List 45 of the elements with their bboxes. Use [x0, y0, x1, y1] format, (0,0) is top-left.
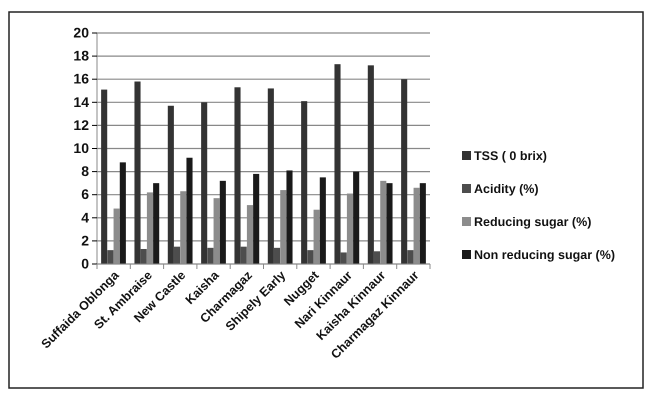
bar	[201, 102, 208, 264]
bar	[274, 248, 280, 264]
bar	[334, 64, 341, 264]
bar	[120, 162, 126, 264]
y-tick-label: 18	[73, 48, 90, 64]
bar	[186, 158, 193, 264]
bar	[401, 79, 408, 264]
y-tick-label: 10	[73, 140, 90, 156]
legend-label: Acidity (%)	[474, 182, 539, 196]
bar	[320, 177, 326, 264]
bar	[420, 183, 426, 264]
bar	[168, 106, 174, 264]
bar	[240, 246, 247, 264]
bar	[407, 250, 414, 264]
y-tick-label: 14	[73, 94, 90, 110]
bar	[301, 101, 308, 264]
y-tick-label: 12	[73, 116, 90, 133]
bar	[220, 180, 226, 264]
bar	[253, 174, 260, 264]
bar	[340, 252, 347, 264]
bar	[374, 251, 380, 264]
y-tick-label: 6	[81, 186, 90, 202]
y-tick-label: 16	[73, 70, 90, 87]
bar	[286, 170, 293, 264]
bar	[234, 87, 241, 264]
legend-label: TSS ( 0 brix)	[474, 149, 547, 163]
bar	[307, 250, 314, 264]
bar	[268, 88, 274, 264]
bar	[140, 248, 147, 264]
bar	[207, 248, 214, 264]
y-tick-label: 20	[73, 24, 90, 40]
bar	[174, 246, 180, 264]
bar	[386, 183, 393, 264]
legend-label: Non reducing sugar (%)	[474, 248, 615, 262]
legend-label: Reducing sugar (%)	[474, 215, 592, 229]
y-tick-label: 0	[81, 255, 90, 272]
bar	[101, 90, 108, 264]
y-tick-label: 4	[81, 209, 90, 226]
bar	[353, 172, 360, 264]
y-tick-label: 2	[81, 232, 90, 248]
y-tick-label: 8	[81, 163, 90, 180]
bar	[153, 183, 160, 264]
bar	[107, 250, 114, 264]
bar	[368, 65, 374, 264]
bar	[134, 82, 141, 264]
